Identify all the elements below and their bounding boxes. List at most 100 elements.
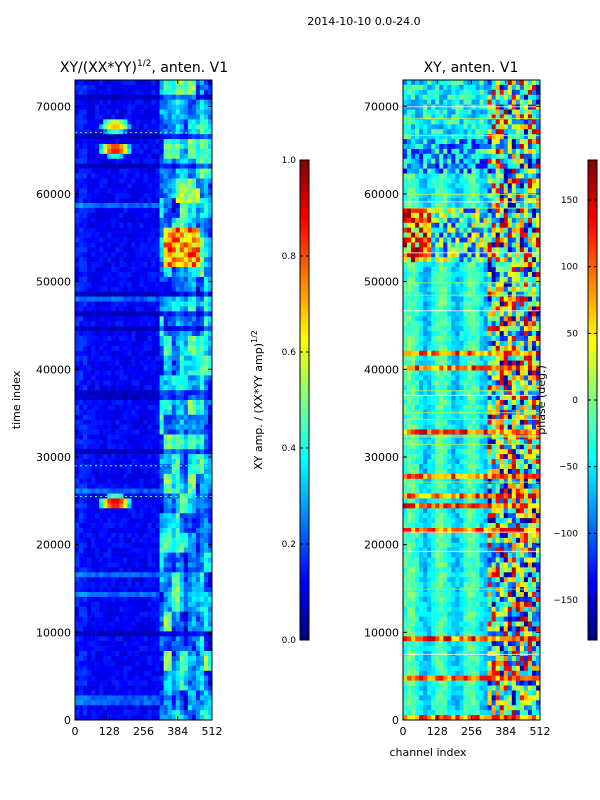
heatmap-cell [519,119,525,125]
heatmap-cell [179,488,185,494]
phase-heatmap: XY, anten. V1 0 128 256 384 5120100002000030… [364,60,551,759]
heatmap-cell [147,587,152,593]
heatmap-cell [155,705,160,711]
heatmap-cell [155,148,160,155]
heatmap-cell [191,276,197,283]
heatmap-cell [199,547,205,553]
heatmap-cell [199,193,205,199]
heatmap-cell [135,685,140,691]
heatmap-cell [119,217,124,224]
heatmap-cell [87,203,92,209]
heatmap-cell [175,385,181,391]
heatmap-cell [123,439,128,445]
heatmap-cell [203,670,209,676]
heatmap-cell [143,596,148,603]
heatmap-cell [123,685,128,691]
heatmap-cell [111,493,116,499]
heatmap-cell [103,247,108,253]
heatmap-cell [203,390,209,396]
heatmap-cell [103,286,108,292]
heatmap-cell [131,592,136,598]
heatmap-cell [87,680,92,686]
heatmap-cell [139,222,144,228]
heatmap-cell [135,439,140,445]
heatmap-cell [79,124,84,130]
heatmap-cell [515,109,521,115]
heatmap-cell [135,562,140,568]
heatmap-cell [155,577,160,583]
heatmap-cell [91,552,96,558]
heatmap-cell [179,385,185,391]
heatmap-cell [495,89,501,96]
heatmap-cell [491,144,496,150]
heatmap-cell [163,601,168,608]
heatmap-cell [167,400,173,406]
heatmap-cell [183,99,189,105]
heatmap-cell [163,414,168,420]
heatmap-cell [179,286,185,292]
heatmap-cell [191,508,197,514]
heatmap-cell [155,636,160,642]
heatmap-cell [511,139,517,145]
heatmap-cell [167,493,173,499]
heatmap-cell [91,370,96,376]
heatmap-cell [131,104,136,110]
heatmap-cell [103,375,108,381]
heatmap-cell [183,547,189,553]
heatmap-cell [111,212,116,219]
heatmap-cell [147,134,152,140]
heatmap-cell [175,685,181,691]
heatmap-cell [499,89,505,96]
heatmap-cell [131,242,136,248]
heatmap-cell [115,587,120,593]
heatmap-cell [195,203,201,209]
heatmap-cell [99,144,104,150]
heatmap-cell [171,572,177,578]
heatmap-cell [115,493,120,499]
heatmap-cell [115,119,120,125]
heatmap-cell [143,498,148,504]
heatmap-cell [95,596,100,603]
heatmap-cell [203,651,209,657]
heatmap-cell [163,163,168,169]
heatmap-cell [99,227,104,233]
heatmap-cell [159,94,164,100]
heatmap-cell [103,616,108,622]
heatmap-cell [207,621,212,627]
heatmap-cell [111,631,116,637]
heatmap-cell [191,400,197,406]
heatmap-cell [179,400,185,406]
heatmap-cell [83,158,88,164]
heatmap-cell [79,129,84,135]
heatmap-cell [107,252,112,258]
heatmap-cell [191,434,197,440]
heatmap-cell [127,104,132,110]
heatmap-cell [163,454,168,460]
heatmap-cell [191,695,197,701]
heatmap-cell [139,651,144,657]
heatmap-cell [207,542,212,548]
heatmap-cell [127,611,132,617]
heatmap-cell [83,567,88,573]
heatmap-cell [95,331,100,337]
heatmap-cell [499,94,505,100]
heatmap-cell [407,104,412,110]
amplitude-plot-title: XY/(XX*YY)1/2, anten. V1 [60,59,228,76]
heatmap-cell [195,523,201,529]
heatmap-cell [159,409,164,416]
heatmap-cell [523,94,529,100]
heatmap-cell [151,222,156,228]
heatmap-cell [143,395,148,401]
heatmap-cell [151,572,156,578]
heatmap-cell [159,355,164,361]
heatmap-cell [103,611,108,617]
heatmap-cell [203,606,209,612]
heatmap-cell [191,326,197,332]
heatmap-cell [111,331,116,337]
heatmap-cell [135,360,140,366]
heatmap-cell [139,168,144,174]
heatmap-cell [87,370,92,376]
heatmap-cell [183,390,189,396]
heatmap-cell [175,419,181,425]
heatmap-cell [183,94,189,100]
